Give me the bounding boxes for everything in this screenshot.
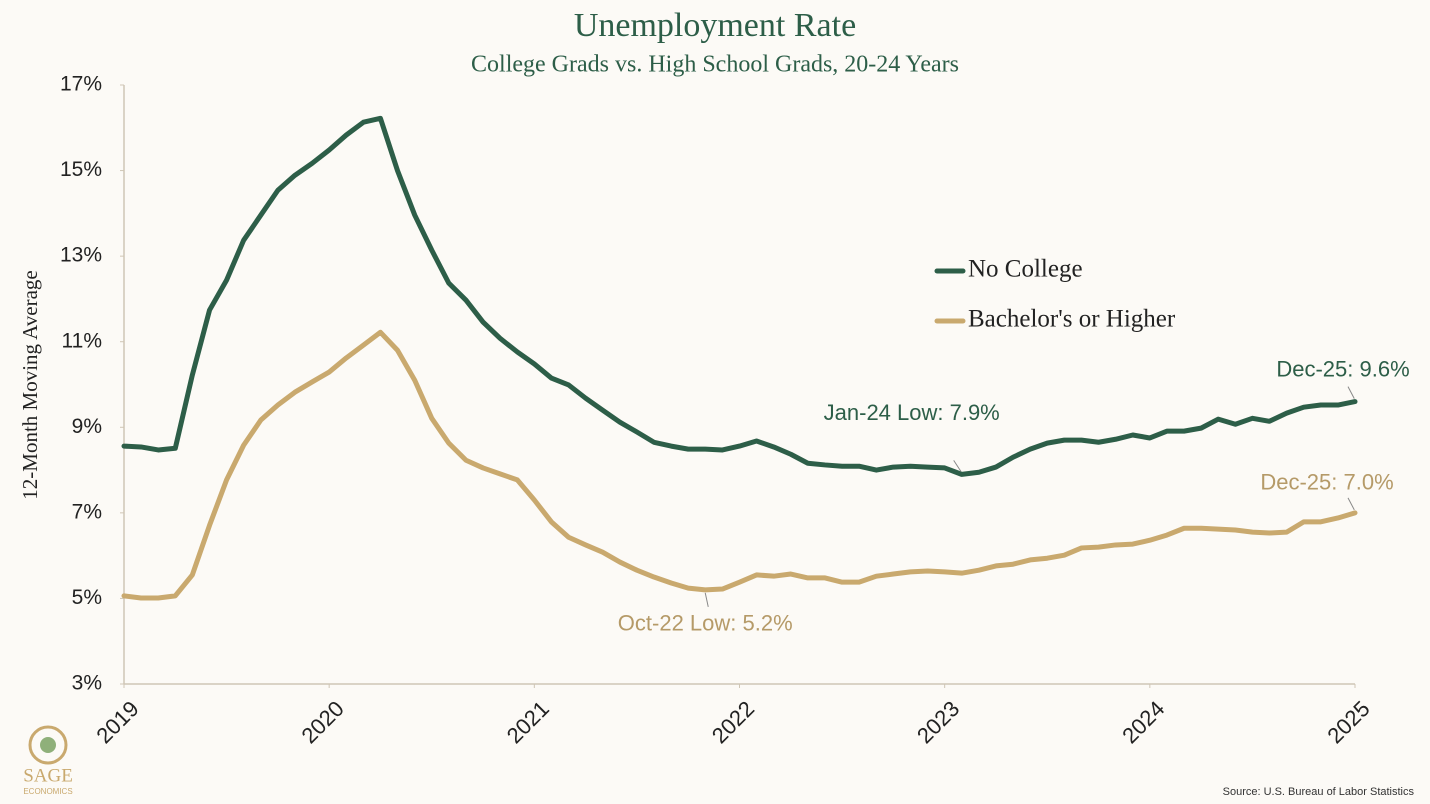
annotation: Jan-24 Low: 7.9% (824, 400, 1000, 425)
logo-mark (40, 737, 56, 753)
chart-title: Unemployment Rate (574, 7, 856, 44)
y-axis-label: 12-Month Moving Average (18, 270, 42, 499)
y-tick-label: 13% (60, 244, 102, 267)
y-tick-label: 15% (60, 158, 102, 181)
y-tick-label: 3% (72, 672, 102, 695)
line-series (121, 329, 1358, 601)
source-note: Source: U.S. Bureau of Labor Statistics (1223, 786, 1415, 798)
annotation: Dec-25: 9.6% (1276, 356, 1409, 381)
y-tick-label: 11% (62, 329, 102, 352)
legend-label: Bachelor's or Higher (968, 306, 1176, 333)
logo-tagline: ECONOMICS (23, 787, 72, 796)
legend-label: No College (968, 256, 1083, 283)
line-series (121, 115, 1358, 477)
y-tick-label: 7% (72, 500, 102, 523)
annotation: Oct-22 Low: 5.2% (618, 611, 793, 636)
logo-name: SAGE (23, 765, 73, 786)
annotation-leader (1347, 497, 1355, 511)
annotation-leader (1347, 386, 1355, 399)
y-tick-label: 5% (72, 586, 102, 609)
annotation: Dec-25: 7.0% (1260, 470, 1393, 495)
y-tick-label: 9% (72, 415, 102, 438)
logo: SAGE ECONOMICS (23, 725, 73, 796)
annotation-leader (953, 460, 962, 472)
logo-mark (28, 725, 68, 765)
y-tick-label: 17% (60, 73, 102, 96)
chart-subtitle: College Grads vs. High School Grads, 20-… (471, 52, 959, 78)
annotation-leader (704, 592, 709, 607)
